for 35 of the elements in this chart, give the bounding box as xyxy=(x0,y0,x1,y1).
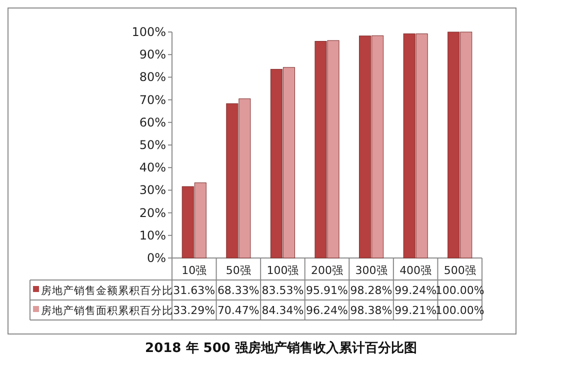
y-tick-label: 0% xyxy=(146,251,166,265)
text: 2018 年 500 强房地产销售收入累计百分比图 xyxy=(145,340,417,356)
data-label: 98.28% xyxy=(350,284,392,297)
y-tick-label: 30% xyxy=(139,183,166,198)
x-tick-label: 10强 xyxy=(182,264,207,277)
data-label: 100.00% xyxy=(435,284,484,297)
data-label: 68.33% xyxy=(217,284,260,297)
legend-label: 房地产销售金额累积百分比 xyxy=(41,284,173,297)
data-label: 100.00% xyxy=(435,304,484,317)
x-tick-label: 100强 xyxy=(266,264,299,277)
x-tick-label: 50强 xyxy=(226,264,251,277)
data-label: 84.34% xyxy=(262,304,304,317)
legend-label: 房地产销售面积累积百分比 xyxy=(41,304,173,317)
x-tick-label: 200强 xyxy=(311,264,343,277)
data-label: 98.38% xyxy=(350,304,392,317)
x-tick-label: 400强 xyxy=(400,264,432,277)
data-label: 95.91% xyxy=(306,284,348,297)
y-tick-label: 40% xyxy=(139,160,166,175)
x-tick-label: 500强 xyxy=(444,264,476,277)
y-tick-label: 90% xyxy=(139,48,166,62)
y-tick-label: 100% xyxy=(132,25,166,39)
y-tick-label: 60% xyxy=(139,115,166,130)
data-label: 70.47% xyxy=(217,304,260,317)
y-tick-label: 70% xyxy=(139,92,166,107)
y-tick-label: 20% xyxy=(139,206,166,220)
data-label: 31.63% xyxy=(173,284,216,297)
data-label: 99.24% xyxy=(394,284,437,297)
y-tick-label: 50% xyxy=(139,138,166,152)
data-label: 99.21% xyxy=(394,304,437,317)
data-label: 33.29% xyxy=(173,304,216,317)
data-label: 96.24% xyxy=(306,304,348,317)
x-tick-label: 300强 xyxy=(355,264,388,277)
y-tick-label: 80% xyxy=(139,70,166,84)
y-tick-label: 10% xyxy=(139,228,166,242)
data-label: 83.53% xyxy=(262,284,304,297)
